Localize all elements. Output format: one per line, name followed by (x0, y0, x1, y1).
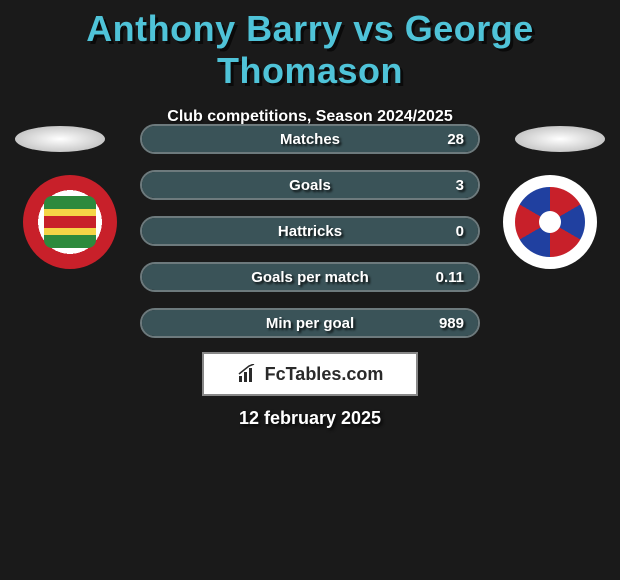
stat-value: 3 (456, 177, 464, 194)
club-badge-right (500, 172, 600, 272)
stat-label: Matches (280, 131, 340, 148)
player-right-flag (515, 126, 605, 152)
stat-bar: Matches 28 (140, 124, 480, 154)
chart-icon (237, 364, 259, 384)
stat-value: 0 (456, 223, 464, 240)
stat-label: Goals per match (251, 269, 369, 286)
club-badge-right-center (539, 211, 561, 233)
brand-box: FcTables.com (202, 352, 418, 396)
stat-value: 0.11 (436, 269, 464, 286)
stats-bars: Matches 28 Goals 3 Hattricks 0 Goals per… (140, 124, 480, 354)
stat-bar: Hattricks 0 (140, 216, 480, 246)
player-left-flag (15, 126, 105, 152)
club-badge-left (20, 172, 120, 272)
stat-bar: Min per goal 989 (140, 308, 480, 338)
brand-text: FcTables.com (265, 364, 384, 385)
stat-label: Hattricks (278, 223, 342, 240)
club-badge-left-crest (44, 196, 96, 248)
club-badge-right-ring (515, 187, 585, 257)
stat-bar: Goals 3 (140, 170, 480, 200)
comparison-date: 12 february 2025 (239, 408, 381, 429)
stat-label: Min per goal (266, 315, 354, 332)
comparison-title: Anthony Barry vs George Thomason (0, 0, 620, 92)
stat-bar: Goals per match 0.11 (140, 262, 480, 292)
stat-value: 989 (439, 315, 464, 332)
stat-value: 28 (447, 131, 464, 148)
stat-label: Goals (289, 177, 331, 194)
